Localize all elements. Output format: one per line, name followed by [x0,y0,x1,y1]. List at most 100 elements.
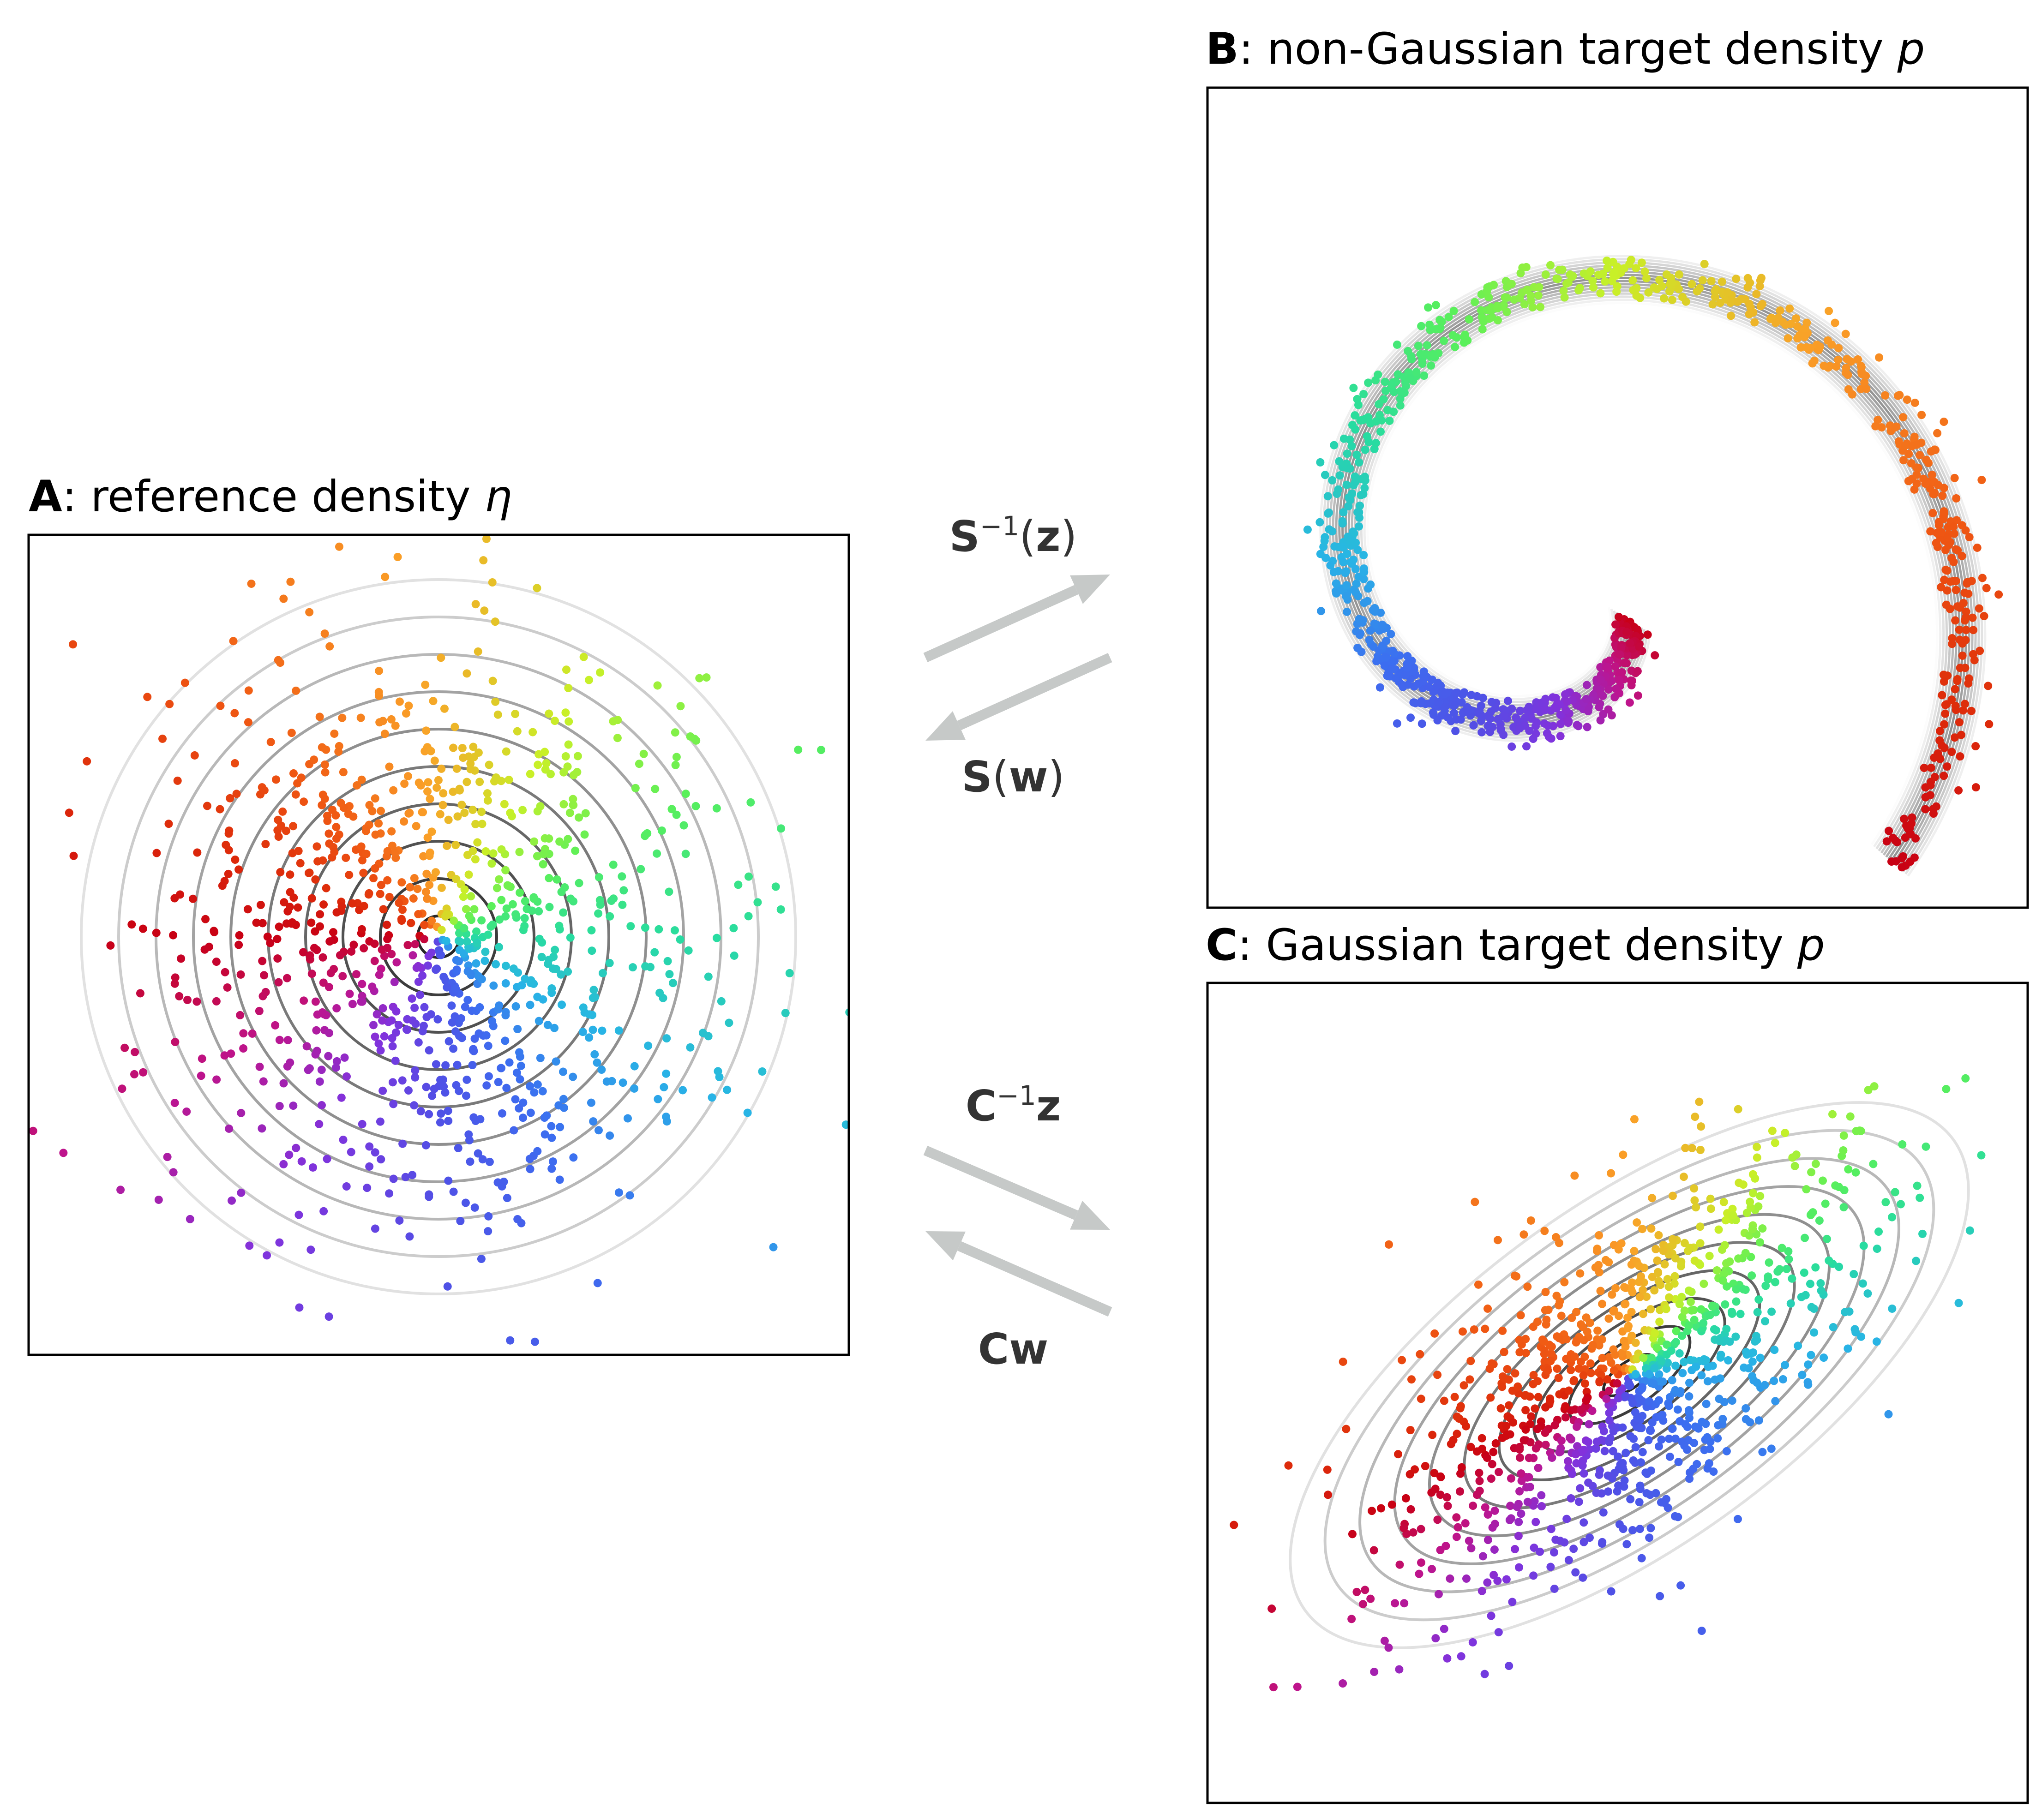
sample-point [1379,395,1388,404]
sample-point [605,958,614,967]
sample-point [370,957,379,965]
sample-point [619,1078,627,1087]
sample-point [1693,287,1701,296]
sample-point [295,1303,304,1312]
sample-point [1675,1299,1684,1308]
sample-point [247,579,256,588]
sample-point [1662,270,1671,279]
sample-point [1913,1181,1922,1190]
sample-point [1964,679,1973,688]
sample-point [474,972,483,981]
sample-point [1588,1341,1597,1349]
sample-point [224,829,233,838]
sample-point [1817,1286,1826,1295]
sample-point [492,773,500,782]
sample-point [1324,509,1333,518]
sample-point [376,1046,385,1055]
sample-point [1572,1459,1581,1467]
sample-point [1465,706,1474,714]
sample-point [670,926,679,935]
sample-point [495,1001,504,1010]
sample-point [461,1198,470,1207]
sample-point [1562,1335,1571,1344]
sample-point [1588,1407,1597,1415]
sample-point [1427,1488,1436,1497]
sample-point [513,727,522,736]
sample-point [305,608,314,617]
sample-point [695,674,704,682]
sample-point [1770,1346,1779,1354]
sample-point [180,678,189,687]
sample-point [655,988,664,997]
sample-point [473,838,482,847]
sample-point [521,897,529,905]
sample-point [1962,626,1970,635]
sample-point [1634,1278,1643,1287]
sample-point [421,1141,430,1149]
sample-point [1656,1281,1665,1289]
sample-point [235,931,244,940]
sample-point [136,989,144,998]
sample-point [118,1084,126,1093]
sample-point [437,926,446,934]
sample-point [371,864,379,873]
sample-point [317,1101,326,1110]
sample-point [626,922,635,931]
sample-point [1451,343,1459,352]
sample-point [1930,753,1939,762]
sample-point [468,1046,477,1055]
sample-point [1898,413,1907,422]
sample-point [1449,306,1458,315]
sample-point [431,868,440,877]
sample-point [744,912,753,921]
sample-point [1943,566,1952,575]
sample-point [1928,470,1936,479]
contour-line [342,840,535,1034]
sample-point [1626,1495,1635,1503]
sample-point [1440,704,1449,712]
sample-point [332,1004,341,1012]
sample-point [504,775,513,784]
sample-point [394,1021,403,1030]
sample-point [686,732,695,741]
sample-point [1407,355,1416,364]
sample-point [371,1148,379,1157]
sample-point [692,736,701,745]
sample-point [478,1155,487,1164]
sample-point [69,851,78,860]
sample-point [304,1066,312,1074]
sample-point [462,1075,471,1084]
sample-point [266,738,275,747]
sample-point [1933,429,1942,437]
sample-point [1753,1308,1762,1317]
panel-b-title-text: : non-Gaussian target density [1239,24,1898,74]
sample-point [1708,1361,1717,1370]
sample-point [318,1008,327,1017]
sample-point [395,898,403,907]
sample-point [488,920,497,929]
sample-point [1691,1113,1700,1121]
sample-point [566,894,575,903]
sample-point [1570,1171,1579,1180]
sample-point [261,840,270,849]
sample-point [1595,1268,1604,1276]
sample-point [353,781,361,790]
sample-point [1697,1122,1706,1131]
sample-point [1691,1422,1700,1431]
sample-point [1614,1452,1622,1461]
sample-point [421,887,430,896]
sample-point [300,797,308,806]
sample-point [449,1044,458,1053]
sample-point [1748,1271,1756,1280]
sample-point [1618,1459,1627,1467]
sample-point [547,1164,556,1173]
sample-point [585,1010,594,1019]
sample-point [387,827,396,836]
sample-point [1526,1216,1535,1225]
sample-point [1558,265,1567,274]
sample-point [1521,1391,1530,1400]
sample-point [534,760,542,769]
sample-point [461,1003,469,1012]
sample-point [390,978,399,987]
sample-point [1583,723,1592,731]
